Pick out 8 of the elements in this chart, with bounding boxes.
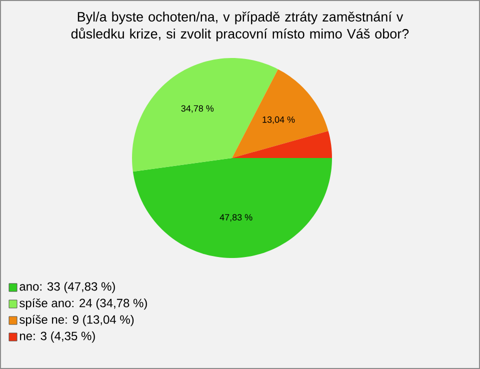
legend-label: ano: 33 (47,83 %) bbox=[20, 282, 115, 294]
legend-label: spíše ne: 9 (13,04 %) bbox=[20, 314, 134, 326]
legend-label: ne: 3 (4,35 %) bbox=[20, 331, 95, 343]
data-label: 34,78 % bbox=[181, 105, 214, 113]
data-label: 47,83 % bbox=[220, 214, 252, 222]
legend-label: spíše ano: 24 (34,78 %) bbox=[20, 298, 147, 310]
data-label: 13,04 % bbox=[262, 116, 295, 124]
chart-title: Byl/a byste ochoten/na, v případě ztráty zaměstnání v důsledku krize, si zvolit pracovní místo mimo Váš obor? bbox=[71, 12, 409, 42]
